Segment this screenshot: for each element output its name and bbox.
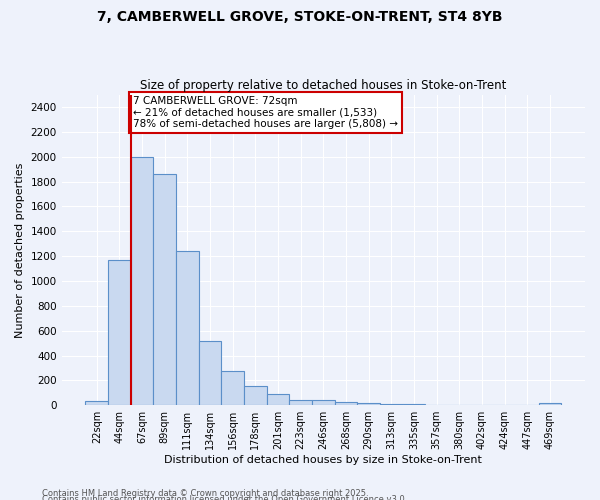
Bar xyxy=(244,386,266,405)
Y-axis label: Number of detached properties: Number of detached properties xyxy=(15,162,25,338)
Title: Size of property relative to detached houses in Stoke-on-Trent: Size of property relative to detached ho… xyxy=(140,79,506,92)
Text: 7, CAMBERWELL GROVE, STOKE-ON-TRENT, ST4 8YB: 7, CAMBERWELL GROVE, STOKE-ON-TRENT, ST4… xyxy=(97,10,503,24)
Text: Contains HM Land Registry data © Crown copyright and database right 2025.: Contains HM Land Registry data © Crown c… xyxy=(42,488,368,498)
Bar xyxy=(403,404,425,405)
Bar xyxy=(176,250,199,405)
Text: Contains public sector information licensed under the Open Government Licence v3: Contains public sector information licen… xyxy=(42,495,407,500)
X-axis label: Distribution of detached houses by size in Stoke-on-Trent: Distribution of detached houses by size … xyxy=(164,455,482,465)
Bar xyxy=(199,340,221,405)
Bar xyxy=(266,394,289,405)
Bar xyxy=(108,260,131,405)
Text: 7 CAMBERWELL GROVE: 72sqm
← 21% of detached houses are smaller (1,533)
78% of se: 7 CAMBERWELL GROVE: 72sqm ← 21% of detac… xyxy=(133,96,398,129)
Bar xyxy=(85,402,108,405)
Bar xyxy=(335,402,358,405)
Bar xyxy=(289,400,312,405)
Bar xyxy=(539,403,561,405)
Bar xyxy=(312,400,335,405)
Bar xyxy=(154,174,176,405)
Bar xyxy=(221,370,244,405)
Bar xyxy=(131,156,154,405)
Bar xyxy=(358,403,380,405)
Bar xyxy=(380,404,403,405)
